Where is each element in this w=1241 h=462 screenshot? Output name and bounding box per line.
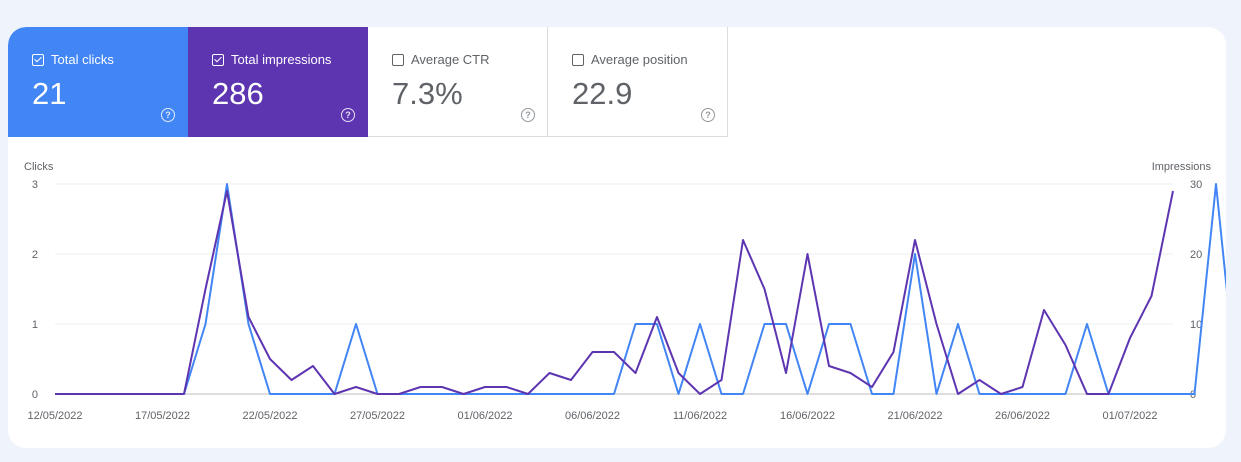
x-tick-label: 26/06/2022 xyxy=(995,410,1050,422)
impressions-series-line xyxy=(55,190,1174,395)
y-left-tick-label: 1 xyxy=(32,319,38,331)
metric-label: Total impressions xyxy=(231,52,332,67)
checkbox-average-ctr[interactable] xyxy=(392,53,404,66)
x-tick-label: 17/05/2022 xyxy=(135,410,190,422)
clicks-series-line xyxy=(55,183,1226,395)
help-icon[interactable]: ? xyxy=(161,108,175,122)
performance-card: Total clicks 21 ? Total impressions 286 … xyxy=(8,27,1226,448)
y-right-axis-title: Impressions xyxy=(1151,161,1211,173)
help-icon[interactable]: ? xyxy=(521,108,535,122)
x-tick-label: 27/05/2022 xyxy=(350,410,405,422)
metric-value: 22.9 xyxy=(572,76,633,111)
y-right-tick-label: 20 xyxy=(1190,249,1202,261)
x-tick-label: 06/06/2022 xyxy=(565,410,620,422)
metric-total-impressions[interactable]: Total impressions 286 ? xyxy=(188,27,368,137)
x-tick-label: 12/05/2022 xyxy=(27,410,82,422)
metric-tabs: Total clicks 21 ? Total impressions 286 … xyxy=(8,27,728,137)
y-left-tick-label: 2 xyxy=(32,249,38,261)
metric-label: Average CTR xyxy=(411,52,490,67)
y-left-tick-label: 3 xyxy=(32,179,38,191)
help-icon[interactable]: ? xyxy=(701,108,715,122)
x-tick-label: 01/06/2022 xyxy=(457,410,512,422)
checkbox-average-position[interactable] xyxy=(572,53,584,66)
x-tick-label: 21/06/2022 xyxy=(887,410,942,422)
metric-total-clicks[interactable]: Total clicks 21 ? xyxy=(8,27,188,137)
x-tick-label: 16/06/2022 xyxy=(780,410,835,422)
metric-label: Total clicks xyxy=(51,52,114,67)
y-left-axis-title: Clicks xyxy=(24,161,54,173)
checkbox-total-clicks[interactable] xyxy=(32,53,44,66)
metric-value: 7.3% xyxy=(392,76,463,111)
checkbox-total-impressions[interactable] xyxy=(212,53,224,66)
y-right-tick-label: 10 xyxy=(1190,319,1202,331)
y-right-tick-label: 30 xyxy=(1190,179,1202,191)
metric-value: 21 xyxy=(32,76,67,111)
y-left-tick-label: 0 xyxy=(32,389,38,401)
x-tick-label: 01/07/2022 xyxy=(1102,410,1157,422)
metric-average-ctr[interactable]: Average CTR 7.3% ? xyxy=(368,27,548,137)
metric-label: Average position xyxy=(591,52,688,67)
metric-value: 286 xyxy=(212,76,264,111)
x-tick-label: 22/05/2022 xyxy=(242,410,297,422)
help-icon[interactable]: ? xyxy=(341,108,355,122)
x-tick-label: 11/06/2022 xyxy=(673,410,727,422)
metric-average-position[interactable]: Average position 22.9 ? xyxy=(548,27,728,137)
